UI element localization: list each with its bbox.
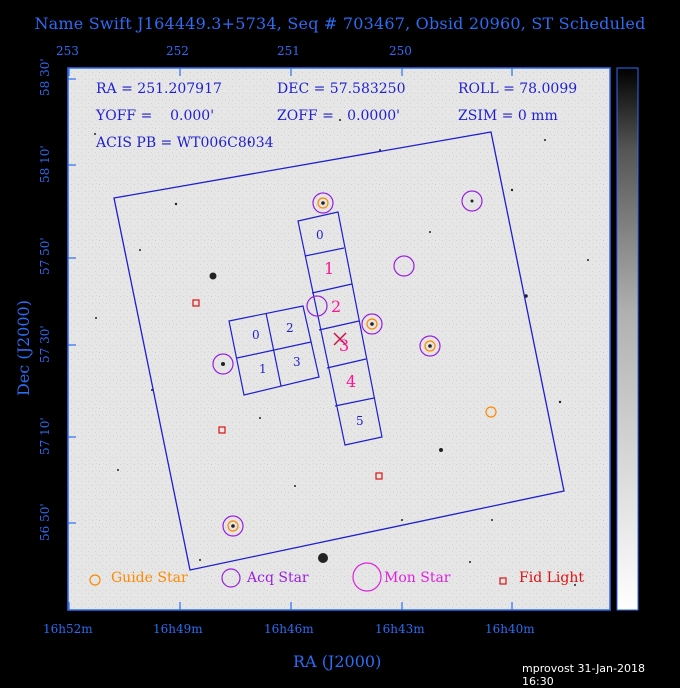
legend-guide-star: Guide Star (111, 570, 188, 586)
info-zoff: ZOFF = 0.0000' (277, 108, 400, 124)
info-acis: ACIS PB = WT006C8034 (96, 135, 274, 151)
info-ra: RA = 251.207917 (96, 81, 222, 97)
info-zsim: ZSIM = 0 mm (458, 108, 558, 124)
colorbar-tick-12000: 1.2x10⁴ (640, 164, 649, 195)
legend-acq-star: Acq Star (247, 570, 309, 586)
bottom-tick-16h43m: 16h43m (375, 622, 425, 636)
top-tick-252: 252 (166, 44, 189, 58)
acis-i-chip-1: 1 (259, 362, 267, 376)
left-tick-58-30: 58 30' (38, 58, 52, 96)
acis-s-chip-4: 4 (346, 372, 357, 391)
fid-lights (192, 299, 383, 480)
top-tick-253: 253 (56, 44, 79, 58)
bottom-tick-16h46m: 16h46m (264, 622, 314, 636)
acq-stars (212, 190, 483, 537)
target-marker (333, 332, 347, 346)
fov-outline (113, 131, 565, 571)
colorbar-title: POSS scaled density (652, 78, 661, 160)
acis-i-chip-2: 2 (286, 321, 294, 335)
colorbar-tick-2000: 2000 (640, 545, 649, 566)
x-axis-label: RA (J2000) (293, 652, 382, 671)
acis-s-chip-0: 0 (316, 228, 324, 242)
colorbar-tick-4000: 4000 (640, 467, 649, 488)
info-roll: ROLL = 78.0099 (458, 81, 578, 97)
legend-fid-light: Fid Light (519, 570, 584, 586)
colorbar-tick-14000: 1.4x10⁴ (640, 87, 649, 118)
acis-i-chip-0: 0 (252, 328, 260, 342)
top-tick-251: 251 (277, 44, 300, 58)
acis-s-chip-5: 5 (356, 414, 364, 428)
left-tick-57-30: 57 30' (38, 325, 52, 363)
bottom-tick-16h49m: 16h49m (153, 622, 203, 636)
left-tick-56-50: 56 50' (38, 503, 52, 541)
footer-stamp: mprovost 31-Jan-2018 16:30 (522, 662, 645, 688)
left-tick-57-10: 57 10' (38, 417, 52, 455)
info-dec: DEC = 57.583250 (277, 81, 406, 97)
top-tick-250: 250 (389, 44, 412, 58)
acis-i-array (228, 305, 320, 396)
bottom-tick-16h40m: 16h40m (485, 622, 535, 636)
guide-stars (227, 197, 497, 532)
colorbar-tick-8000: 8000 (640, 315, 649, 336)
bottom-tick-16h52m: 16h52m (43, 622, 93, 636)
info-yoff: YOFF = 0.000' (96, 108, 215, 124)
acis-i-chip-3: 3 (293, 355, 301, 369)
plot-frame (67, 67, 611, 611)
plot-title: Name Swift J164449.3+5734, Seq # 703467,… (34, 14, 646, 33)
colorbar-tick-6000: 6000 (640, 389, 649, 410)
left-tick-57-50: 57 50' (38, 237, 52, 275)
y-axis-label: Dec (J2000) (14, 300, 33, 396)
legend-mon-star: Mon Star (384, 570, 451, 586)
acis-s-chip-2: 2 (331, 297, 342, 316)
left-tick-58-10: 58 10' (38, 145, 52, 183)
acis-s-chip-3: 3 (339, 336, 350, 355)
colorbar-tick-10000: 10⁴ (640, 242, 649, 256)
acis-s-chip-1: 1 (324, 259, 335, 278)
acis-s-array (297, 211, 383, 446)
colorbar (616, 67, 639, 611)
